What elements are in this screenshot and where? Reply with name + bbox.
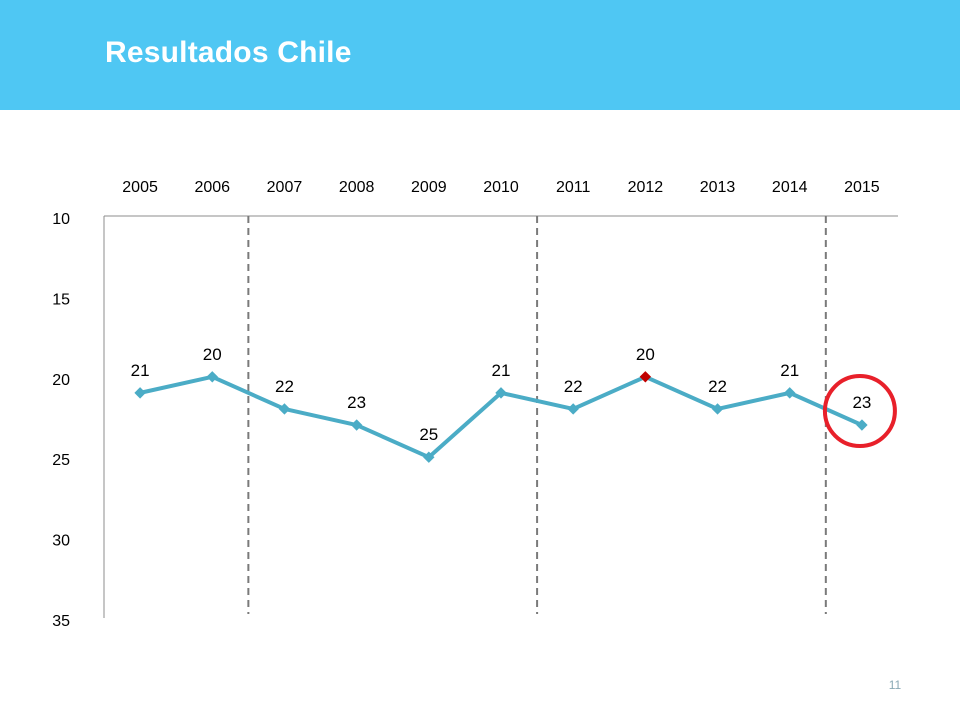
- x-tick-label: 2011: [556, 179, 591, 196]
- data-label: 21: [131, 361, 150, 380]
- data-label: 22: [708, 377, 727, 396]
- x-tick-label: 2014: [772, 179, 808, 196]
- data-point-marker: [206, 371, 218, 383]
- page-number: 11: [888, 678, 902, 692]
- y-tick-label: 30: [52, 533, 70, 550]
- x-tick-label: 2010: [483, 179, 519, 196]
- data-point-marker: [278, 403, 291, 415]
- data-point-marker: [856, 419, 868, 431]
- data-label: 25: [419, 425, 438, 444]
- y-tick-label: 35: [52, 613, 70, 630]
- y-tick-label: 15: [52, 291, 70, 308]
- x-tick-label: 2007: [267, 179, 303, 196]
- data-point-marker: [495, 387, 507, 399]
- data-label: 22: [275, 377, 294, 396]
- data-label: 23: [852, 393, 871, 412]
- data-label: 22: [564, 377, 583, 396]
- data-point-marker: [711, 403, 724, 415]
- data-point-marker: [423, 451, 435, 463]
- x-tick-label: 2015: [844, 179, 880, 196]
- data-label: 23: [347, 393, 366, 412]
- x-tick-label: 2013: [700, 179, 736, 196]
- highlight-circle: [822, 374, 897, 449]
- y-tick-label: 25: [52, 452, 70, 469]
- title-bar: Resultados Chile: [0, 0, 960, 110]
- data-point-marker: [567, 403, 579, 415]
- x-tick-label: 2008: [339, 179, 375, 196]
- data-point-marker: [639, 371, 652, 383]
- x-tick-label: 2012: [628, 179, 664, 196]
- data-point-marker: [784, 387, 796, 399]
- data-point-marker: [350, 419, 363, 431]
- data-point-marker: [134, 387, 146, 399]
- y-tick-label: 20: [52, 372, 70, 389]
- data-label: 20: [636, 345, 655, 364]
- x-tick-label: 2009: [411, 179, 447, 196]
- data-label: 21: [780, 361, 799, 380]
- data-label: 21: [492, 361, 511, 380]
- x-tick-label: 2006: [194, 179, 230, 196]
- page-title: Resultados Chile: [105, 36, 352, 69]
- data-label: 20: [203, 345, 222, 364]
- x-tick-label: 2005: [122, 179, 158, 196]
- y-tick-label: 10: [52, 211, 70, 228]
